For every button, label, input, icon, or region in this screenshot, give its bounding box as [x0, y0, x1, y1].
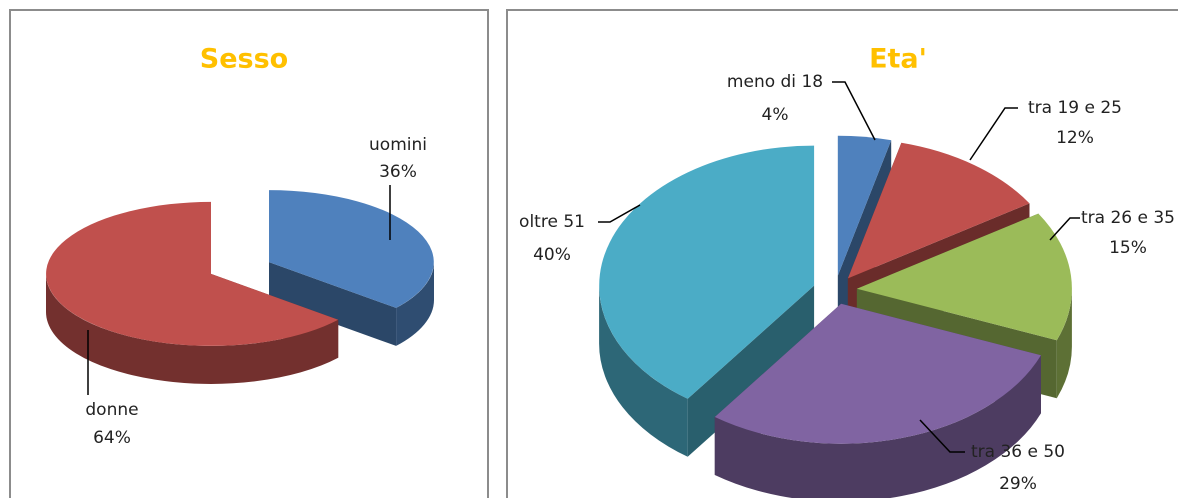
- slice: [269, 190, 434, 308]
- data-label-name: tra 26 e 35: [1081, 208, 1175, 228]
- data-label-value: 15%: [1109, 238, 1147, 258]
- data-label-value: 36%: [379, 162, 417, 182]
- leader-line: [832, 81, 876, 141]
- slice-side: [45, 273, 339, 384]
- slice: [856, 213, 1072, 341]
- data-label-value: 12%: [1056, 128, 1094, 148]
- slice-side: [396, 262, 434, 346]
- data-label-name: tra 19 e 25: [1028, 98, 1122, 118]
- data-label-value: 64%: [93, 428, 131, 448]
- slice-side: [599, 285, 688, 457]
- data-label-name: meno di 18: [727, 72, 823, 92]
- data-label-name: uomini: [369, 135, 427, 155]
- slice: [837, 135, 892, 276]
- chart-title: Sesso: [200, 44, 288, 75]
- leader-line: [598, 204, 641, 223]
- data-label-name: oltre 51: [519, 212, 585, 232]
- slice-side: [1056, 288, 1072, 399]
- slice-wall: [269, 262, 397, 346]
- slice: [46, 201, 339, 346]
- slice: [714, 303, 1041, 444]
- slice: [599, 145, 815, 399]
- data-label-value: 29%: [999, 474, 1037, 494]
- data-label-value: 40%: [533, 245, 571, 265]
- slice-side: [714, 355, 1041, 498]
- leader-line: [919, 419, 965, 453]
- leader-line: [1049, 217, 1080, 241]
- data-label-value: 4%: [762, 105, 789, 125]
- data-label-name: tra 36 e 50: [971, 442, 1065, 462]
- leader-line: [969, 107, 1018, 161]
- slice: [847, 142, 1030, 279]
- chart-title: Eta': [869, 44, 927, 75]
- data-label-name: donne: [85, 400, 138, 420]
